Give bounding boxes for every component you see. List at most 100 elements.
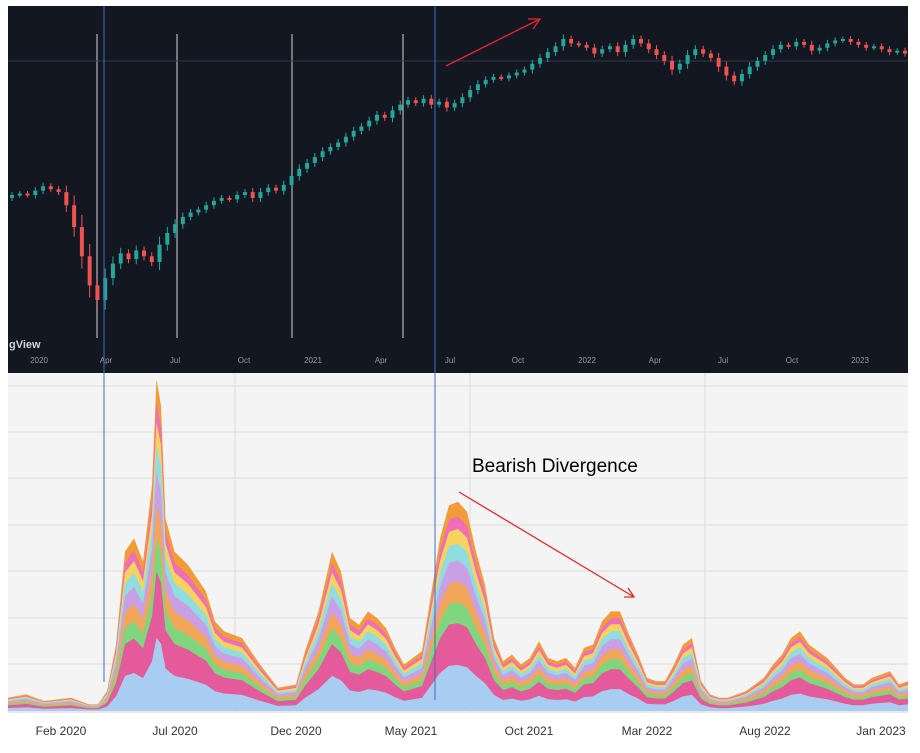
- candle: [654, 49, 659, 56]
- candle: [553, 46, 558, 53]
- candle: [701, 49, 706, 54]
- x-tick-label: Apr: [100, 356, 113, 365]
- candle: [840, 39, 845, 41]
- candle: [693, 49, 698, 56]
- x-tick-label: May 2021: [385, 724, 438, 738]
- candle: [646, 43, 651, 50]
- candle: [708, 53, 713, 58]
- candle: [452, 103, 457, 108]
- candle: [110, 263, 115, 279]
- stacked-area-series: [8, 379, 908, 711]
- candle: [118, 253, 123, 264]
- candle: [685, 55, 690, 64]
- candle: [56, 189, 61, 193]
- candle: [833, 40, 838, 44]
- candle: [468, 90, 473, 98]
- candle: [242, 192, 247, 196]
- candle: [382, 114, 387, 118]
- x-tick-label: 2021: [304, 356, 322, 365]
- candle: [491, 76, 496, 80]
- candle: [437, 101, 442, 105]
- candle: [413, 100, 418, 104]
- candle: [638, 39, 643, 44]
- candle: [778, 44, 783, 50]
- candle: [421, 98, 426, 104]
- candle: [662, 55, 667, 61]
- candle: [367, 120, 372, 127]
- candle: [755, 60, 760, 67]
- x-tick-label: 2020: [30, 356, 48, 365]
- watermark: gView: [9, 339, 41, 351]
- candle: [794, 41, 799, 47]
- candle: [149, 256, 154, 263]
- area-layer: [8, 571, 908, 711]
- candle: [134, 250, 139, 260]
- candle: [328, 146, 333, 152]
- candle: [429, 98, 434, 105]
- candle: [305, 162, 310, 169]
- x-tick-label: Feb 2020: [36, 724, 87, 738]
- candle: [250, 192, 255, 198]
- candle: [188, 212, 193, 217]
- candle: [289, 176, 294, 185]
- candle: [17, 193, 22, 196]
- x-tick-label: Oct: [512, 356, 525, 365]
- candle: [165, 232, 170, 245]
- candle: [48, 186, 53, 190]
- x-tick-label: Apr: [375, 356, 388, 365]
- candle: [499, 76, 504, 79]
- candle: [64, 192, 69, 206]
- candle: [848, 39, 853, 42]
- candle: [802, 41, 807, 45]
- candle: [506, 75, 511, 79]
- candle: [538, 57, 543, 64]
- candlestick-series: [10, 34, 907, 310]
- candle: [196, 209, 201, 213]
- candle: [95, 285, 100, 300]
- candle: [219, 197, 224, 201]
- candle: [204, 205, 209, 210]
- candle: [716, 57, 721, 67]
- candle: [483, 79, 488, 85]
- candlestick-x-axis: 2020 Apr Jul Oct 2021 Apr Jul Oct 2022 Apr Jul Oct 2…: [30, 356, 869, 365]
- candle: [10, 195, 14, 198]
- area-x-axis: Feb 2020 Jul 2020 Dec 2020 May 2021 Oct 2021…: [36, 724, 906, 738]
- candle: [856, 41, 861, 45]
- candle: [569, 39, 574, 44]
- candle: [173, 224, 178, 233]
- candle: [180, 216, 185, 225]
- candle: [739, 73, 744, 82]
- candle: [79, 227, 84, 257]
- candle: [592, 47, 597, 54]
- x-tick-label: Dec 2020: [270, 724, 322, 738]
- candle: [631, 39, 636, 45]
- candle: [561, 39, 566, 47]
- candle: [336, 142, 341, 147]
- candle: [600, 49, 605, 54]
- x-tick-label: 2022: [578, 356, 596, 365]
- candle: [770, 49, 775, 56]
- x-tick-label: Aug 2022: [739, 724, 791, 738]
- candle: [398, 104, 403, 111]
- falling-arrow: [458, 491, 636, 598]
- x-tick-label: Oct 2021: [505, 724, 554, 738]
- candle: [374, 114, 379, 121]
- candle: [126, 253, 131, 260]
- candle: [607, 46, 612, 50]
- area-layer: [8, 638, 908, 711]
- x-tick-label: Mar 2022: [622, 724, 673, 738]
- candle: [33, 190, 38, 196]
- candle: [670, 60, 675, 70]
- candle: [41, 186, 46, 191]
- x-tick-label: Oct: [786, 356, 799, 365]
- candle: [390, 110, 395, 118]
- candle: [227, 197, 232, 200]
- candle: [903, 50, 907, 54]
- candle: [343, 136, 348, 143]
- candle: [258, 192, 263, 198]
- candle: [211, 200, 216, 206]
- candle: [871, 46, 876, 49]
- candle: [281, 184, 286, 191]
- x-tick-label: Jul: [718, 356, 728, 365]
